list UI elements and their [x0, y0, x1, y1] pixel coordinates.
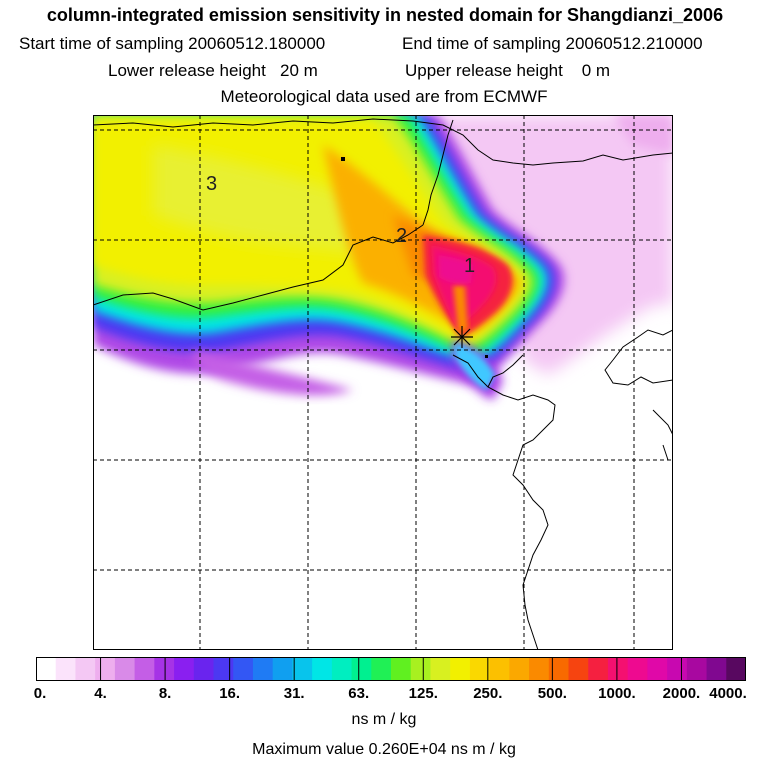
- colorbar-cell: [607, 657, 629, 681]
- colorbar-tick-label: 8.: [158, 685, 172, 702]
- colorbar-cell: [134, 657, 155, 681]
- colorbar-cell: [331, 657, 353, 681]
- colorbar-cell: [252, 657, 274, 681]
- colorbar-cell: [55, 657, 76, 681]
- colorbar-tick-label: 0.: [33, 685, 47, 702]
- map-frame: [93, 115, 673, 650]
- colorbar-cell: [588, 657, 609, 681]
- colorbar-cell: [469, 657, 491, 681]
- colorbar-cell: [371, 657, 392, 681]
- city-marker: [485, 355, 488, 358]
- colorbar-cell: [509, 657, 530, 681]
- colorbar-tick-label: 63.: [348, 685, 370, 702]
- colorbar-tick-label: 500.: [537, 685, 567, 702]
- colorbar-cell: [548, 657, 569, 681]
- lower-release-height: Lower release height 20 m: [108, 61, 318, 80]
- colorbar-cell: [351, 657, 372, 681]
- colorbar-cell: [272, 657, 293, 681]
- colorbar-frame: [36, 657, 746, 681]
- day-label-1: 1: [464, 255, 475, 277]
- colorbar-cell: [726, 657, 746, 681]
- colorbar-tick-label: 16.: [219, 685, 241, 702]
- colorbar-tick-label: 4000.: [709, 685, 747, 702]
- colorbar-cell: [647, 657, 668, 681]
- colorbar-cell: [686, 657, 708, 681]
- colorbar-cell: [174, 657, 195, 681]
- upper-release-height: Upper release height 0 m: [405, 61, 611, 80]
- colorbar-tick-label: 1000.: [598, 685, 636, 702]
- city-marker: [341, 157, 345, 161]
- emission-sensitivity-map: 3 2 1: [93, 115, 673, 650]
- colorbar-cell: [627, 657, 648, 681]
- upper-release-value: 0 m: [581, 61, 611, 80]
- colorbar-cell: [391, 657, 412, 681]
- colorbar-cell: [667, 657, 688, 681]
- day-label-2: 2: [396, 225, 407, 247]
- end-time-value: 20060512.210000: [565, 34, 703, 53]
- map-canvas: 3 2 1: [93, 115, 673, 650]
- plot-title: column-integrated emission sensitivity i…: [46, 5, 724, 25]
- contour-lowest: [423, 115, 673, 375]
- day-label-3: 3: [206, 173, 217, 195]
- colorbar: [36, 657, 746, 681]
- colorbar-cell: [213, 657, 234, 681]
- met-data-note: Meteorological data used are from ECMWF: [220, 87, 548, 106]
- colorbar-tick-label: 4.: [94, 685, 107, 702]
- colorbar-cell: [95, 657, 116, 681]
- end-time-label: End time of sampling 20060512.210000: [402, 34, 703, 53]
- colorbar-tick-label: 125.: [408, 685, 438, 702]
- maximum-value-note: Maximum value 0.260E+04 ns m / kg: [252, 741, 516, 758]
- colorbar-cell: [568, 657, 589, 681]
- colorbar-cell: [430, 657, 451, 681]
- start-time-label: Start time of sampling 20060512.180000: [19, 34, 326, 53]
- colorbar-cell: [193, 657, 214, 681]
- colorbar-cell: [489, 657, 510, 681]
- colorbar-cell: [114, 657, 136, 681]
- colorbar-tick-label: 2000.: [662, 685, 701, 702]
- colorbar-cell: [233, 657, 254, 681]
- colorbar-tick-label: 250.: [473, 685, 503, 702]
- colorbar-tick-label: 31.: [283, 685, 305, 702]
- colorbar-cell: [529, 657, 550, 681]
- lat-lon-grid: [93, 115, 673, 650]
- start-time-value: 20060512.180000: [188, 34, 326, 53]
- colorbar-cell: [450, 657, 471, 681]
- colorbar-cell: [154, 657, 175, 681]
- colorbar-unit: ns m / kg: [351, 711, 417, 728]
- colorbar-cell: [75, 657, 96, 681]
- release-site-star-icon: [451, 326, 473, 348]
- colorbar-cell: [292, 657, 313, 681]
- colorbar-cell: [706, 657, 727, 681]
- colorbar-cell: [36, 657, 57, 681]
- colorbar-cell: [312, 657, 333, 681]
- coastline-borders: [93, 118, 673, 650]
- lower-release-value: 20 m: [280, 61, 318, 80]
- colorbar-cell: [410, 657, 431, 681]
